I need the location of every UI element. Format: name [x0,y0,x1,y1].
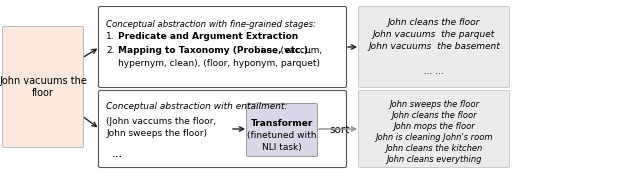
Text: John vacuums the
floor: John vacuums the floor [0,76,87,98]
Text: John cleans the floor
John vacuums  the parquet
John vacuums  the basement

... : John cleans the floor John vacuums the p… [368,18,500,76]
FancyBboxPatch shape [99,6,346,88]
Text: Predicate and Argument Extraction: Predicate and Argument Extraction [118,32,298,41]
Text: Mapping to Taxonomy (Probase, etc.).: Mapping to Taxonomy (Probase, etc.). [118,46,312,55]
FancyBboxPatch shape [246,103,317,156]
Text: hypernym, clean), (floor, hyponym, parquet): hypernym, clean), (floor, hyponym, parqu… [118,59,320,68]
Text: Conceptual abstraction with fine-grained stages:: Conceptual abstraction with fine-grained… [106,20,316,29]
FancyBboxPatch shape [3,26,83,148]
Text: sort: sort [330,125,350,135]
FancyBboxPatch shape [358,90,509,167]
Text: ...: ... [112,147,124,160]
FancyBboxPatch shape [358,6,509,88]
Text: i.e., (vaccum,: i.e., (vaccum, [258,46,322,55]
Text: Conceptual abstraction with entailment:: Conceptual abstraction with entailment: [106,102,287,111]
Text: 1.: 1. [106,32,115,41]
Text: (finetuned with
NLI task): (finetuned with NLI task) [247,131,317,152]
Text: (John vaccums the floor,
John sweeps the floor): (John vaccums the floor, John sweeps the… [106,117,216,138]
Text: 2.: 2. [106,46,115,55]
Text: Transformer: Transformer [251,119,313,128]
Text: John sweeps the floor
John cleans the floor
John mops the floor
John is cleaning: John sweeps the floor John cleans the fl… [375,100,493,175]
FancyBboxPatch shape [99,90,346,167]
